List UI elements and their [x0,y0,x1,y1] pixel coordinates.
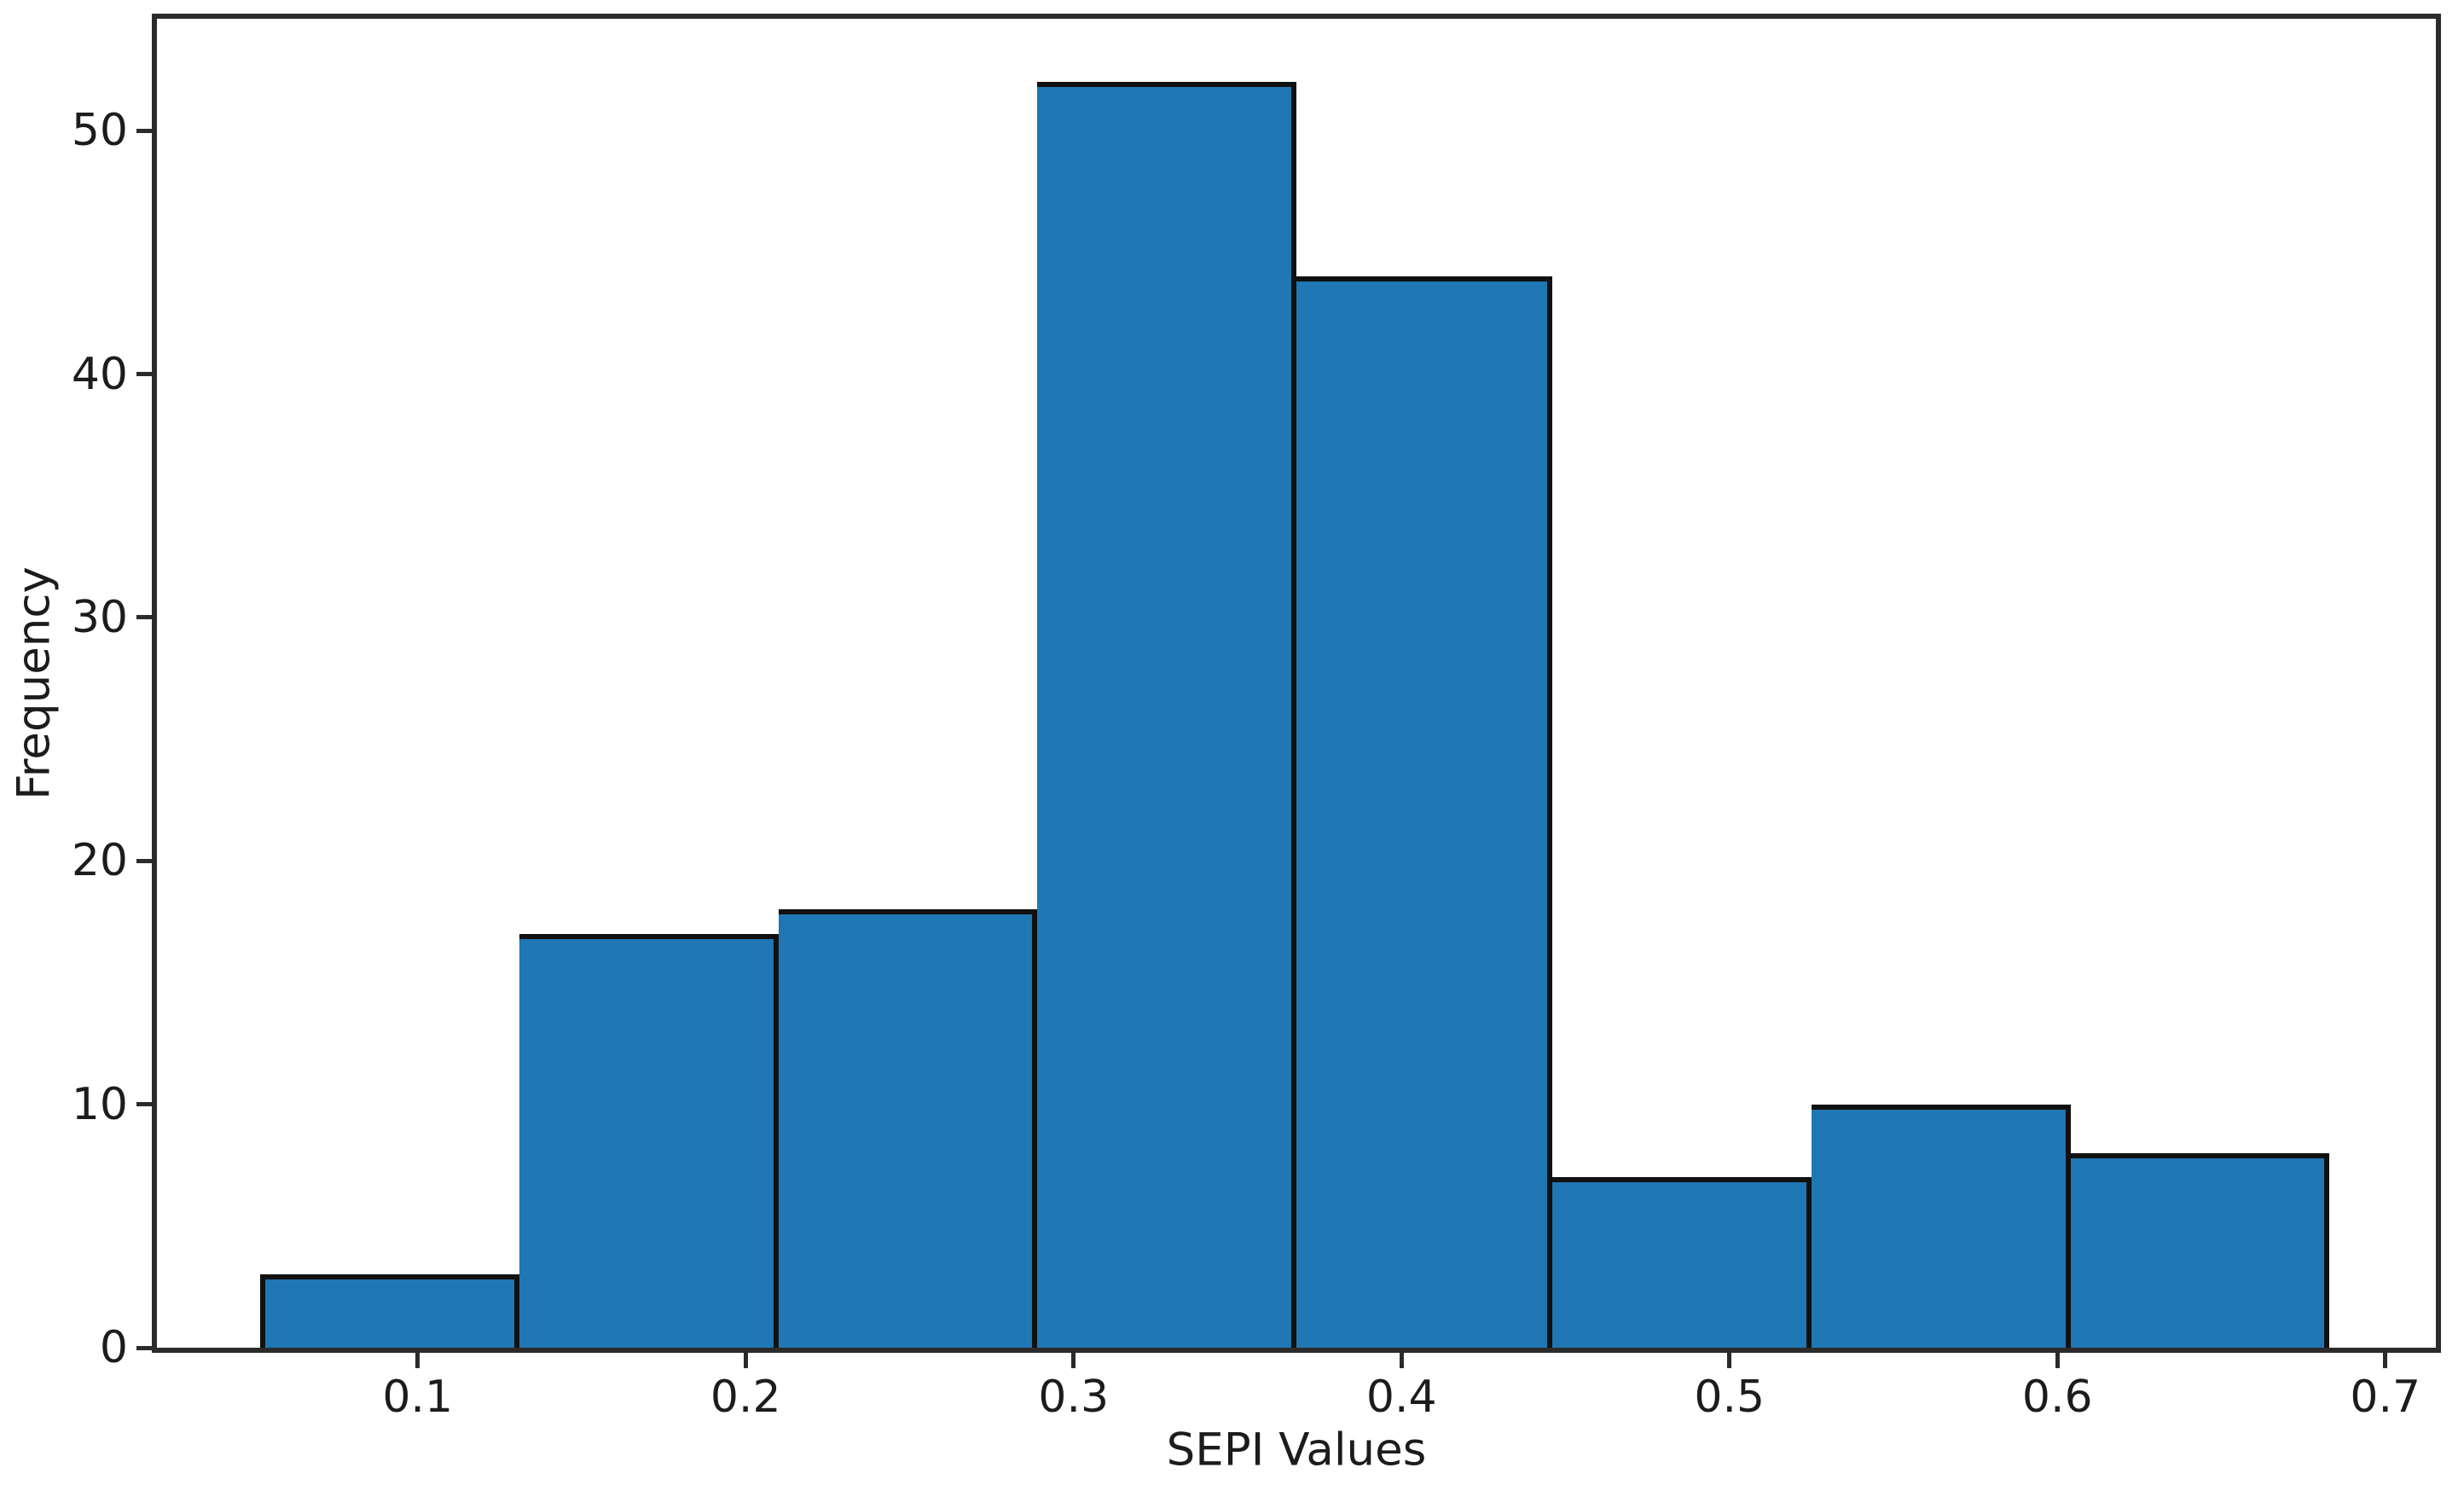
y-tick-label: 20 [71,835,128,887]
y-tick-mark [136,128,152,133]
x-tick-mark [1071,1353,1076,1368]
histogram-bar [1552,1177,1812,1348]
y-tick-label: 50 [71,105,128,157]
y-tick-mark [136,858,152,863]
x-tick-mark [1399,1353,1404,1368]
x-tick-mark [743,1353,748,1368]
x-tick-mark [1727,1353,1732,1368]
y-tick-mark [136,372,152,377]
x-axis-label: SEPI Values [1166,1424,1427,1476]
x-tick-label: 0.2 [710,1372,781,1423]
histogram-bar [1296,276,1553,1348]
histogram-bar [260,1274,519,1348]
x-tick-label: 0.4 [1365,1372,1437,1423]
y-tick-mark [136,615,152,620]
histogram-bar [1811,1104,2071,1348]
x-tick-label: 0.7 [2350,1372,2421,1423]
x-tick-label: 0.3 [1038,1372,1110,1423]
histogram-bar [778,909,1038,1348]
y-tick-label: 40 [71,348,128,400]
y-tick-mark [136,1345,152,1350]
histogram-bar [1037,82,1297,1348]
x-tick-mark [2383,1353,2388,1368]
y-tick-label: 10 [71,1078,128,1130]
x-tick-label: 0.5 [1694,1372,1765,1423]
x-tick-mark [415,1353,420,1368]
y-axis-label: Frequency [8,566,61,800]
y-tick-label: 30 [71,591,128,643]
x-tick-mark [2055,1353,2060,1368]
x-tick-label: 0.6 [2021,1372,2093,1423]
histogram-bar [519,933,779,1348]
y-tick-label: 0 [99,1322,128,1373]
histogram-bar [2070,1152,2330,1348]
x-tick-label: 0.1 [382,1372,454,1423]
y-tick-mark [136,1102,152,1107]
